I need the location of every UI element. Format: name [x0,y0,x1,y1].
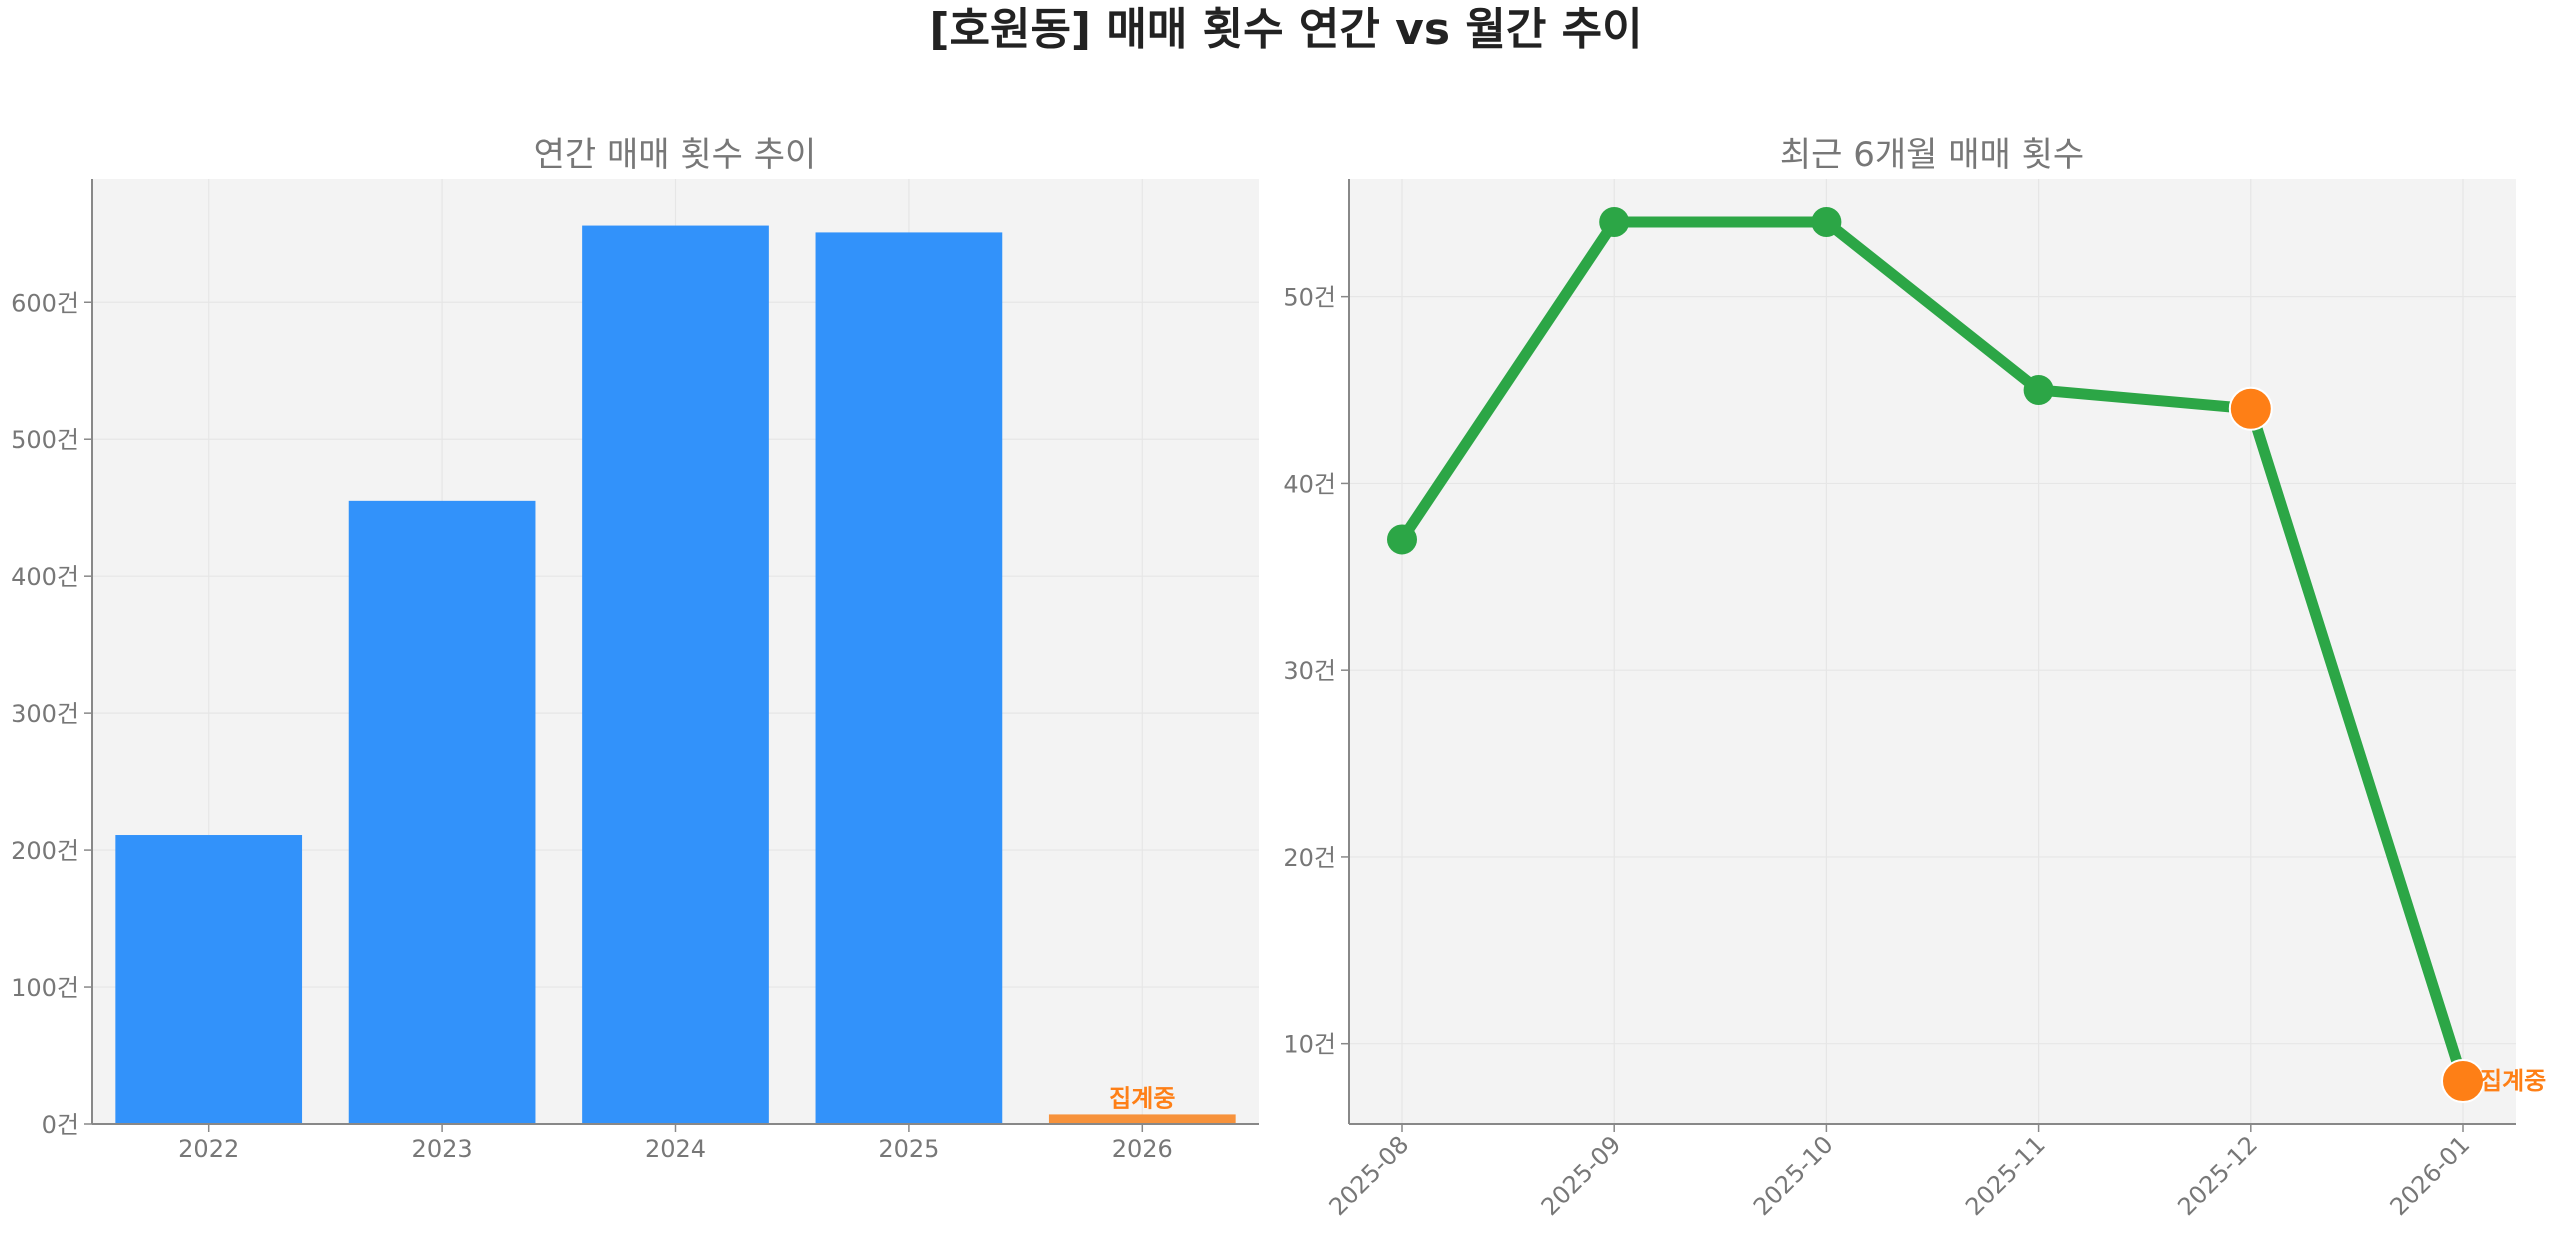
bar-chart-title: 연간 매매 횟수 추이 [534,135,817,175]
bar-2024 [582,225,769,1125]
line-y-tick-label: 10건 [1283,1031,1336,1059]
data-point-2026-01 [2441,1059,2485,1104]
bar-x-tick-label: 2026 [1112,1135,1173,1163]
line-x-tick-label: 2026-01 [2385,1130,2476,1221]
line-gridlines [1349,179,2516,1124]
line-y-tick-label: 40건 [1283,470,1336,498]
bar-x-tick-label: 2024 [645,1135,706,1163]
line-y-tick-label: 30건 [1283,657,1336,685]
line-y-tick-label: 20건 [1283,844,1336,872]
bar-y-tick-label: 0건 [42,1111,79,1139]
data-point-2025-12 [2228,386,2273,431]
series-line [1396,216,2469,1087]
line-chart-title: 최근 6개월 매매 횟수 [1780,135,2084,175]
bar-2026 [1048,1114,1236,1124]
line-x-tick-label: 2025-11 [1960,1130,2051,1221]
bar-y-tick-label: 300건 [11,700,79,728]
bar-x-tick-label: 2022 [178,1135,239,1163]
data-point-2025-09 [1599,206,1630,237]
line-axes-background [1349,179,2516,1124]
bar-x-tick-label: 2025 [878,1135,939,1163]
bar-y-tick-label: 200건 [11,837,79,865]
data-point-2025-10 [1811,206,1842,237]
line-marks: 집계중 [1387,206,2546,1104]
line-x-tick-label: 2025-09 [1536,1130,1627,1221]
bar-y-tick-label: 400건 [11,563,79,591]
figure-title: [호원동] 매매 횟수 연간 vs 월간 추이 [929,4,1642,55]
line-x-tick-label: 2025-10 [1748,1130,1839,1221]
monthly-line-chart: 집계중 10건 20건 30건 40건 50건 2025-08 2025-09 2025-10… [1283,135,2546,1221]
line-y-tick-label: 50건 [1283,284,1336,312]
bar-annotation-label: 집계중 [1109,1084,1175,1112]
line-x-tick-label: 2025-08 [1324,1130,1415,1221]
line-annotation-label: 집계중 [2480,1067,2546,1095]
data-point-2025-11 [2023,375,2054,406]
line-x-tick-label: 2025-12 [2172,1130,2263,1221]
bar-y-tick-label: 600건 [11,289,79,317]
bar-2022 [115,835,303,1124]
bar-2023 [348,500,536,1124]
bar-marks: 집계중 [115,225,1236,1125]
annual-bar-chart: 집계중 0건 100건 200건 300건 400건 500건 600건 2022 2023 20… [11,135,1259,1163]
bar-2025 [815,232,1003,1125]
bar-y-tick-label: 100건 [11,974,79,1002]
data-point-2025-08 [1387,524,1417,555]
bar-x-tick-label: 2023 [412,1135,473,1163]
bar-tick-labels: 0건 100건 200건 300건 400건 500건 600건 2022 2023 2024 20… [11,289,1173,1163]
bar-y-tick-label: 500건 [11,426,79,454]
